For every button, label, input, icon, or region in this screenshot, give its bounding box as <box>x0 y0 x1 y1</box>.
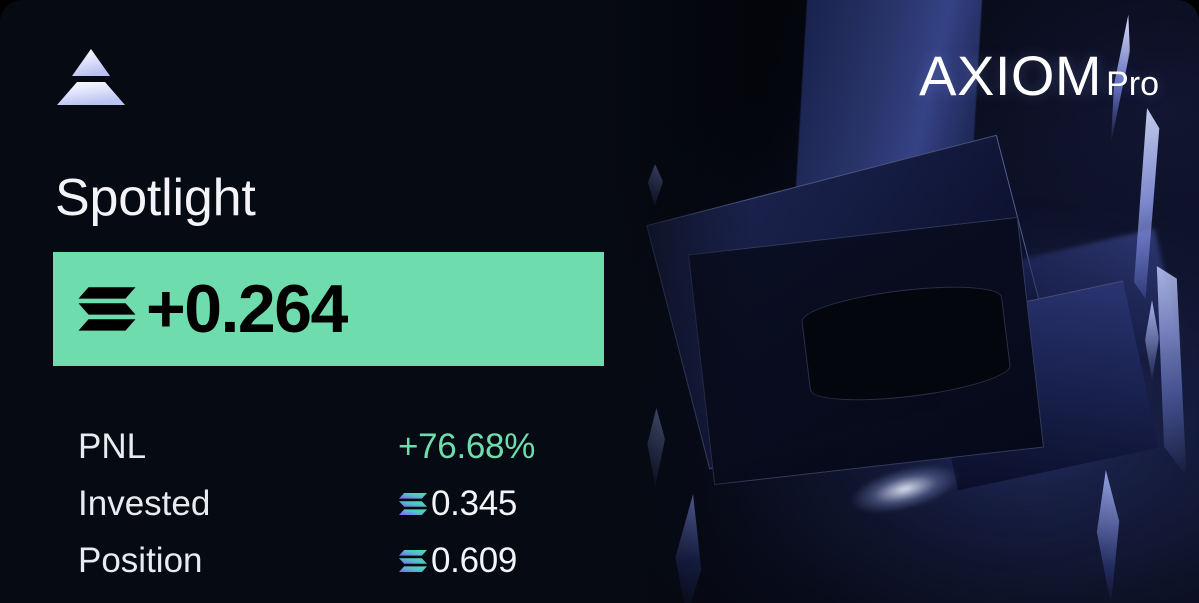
brand-tier: Pro <box>1106 65 1159 103</box>
stat-row-position: Position <box>78 532 578 589</box>
stat-row-pnl: PNL +76.68% <box>78 418 578 475</box>
axiom-pyramid-logo-icon <box>55 46 127 108</box>
stat-row-invested: Invested <box>78 475 578 532</box>
stat-value: 0.345 <box>431 484 518 523</box>
stats-list: PNL +76.68% Invested <box>78 418 578 589</box>
solana-icon <box>398 492 428 516</box>
highlight-value: +0.264 <box>146 271 348 347</box>
stat-value-group: 0.345 <box>398 486 517 521</box>
stat-value: +76.68% <box>398 427 536 466</box>
stat-label: Invested <box>78 484 211 523</box>
stat-value-group: +76.68% <box>398 429 535 464</box>
brand-name: AXIOM <box>919 44 1103 107</box>
stat-value: 0.609 <box>431 541 518 580</box>
stat-label: Position <box>78 541 203 580</box>
solana-icon <box>76 284 138 334</box>
brand-wordmark: AXIOM Pro <box>919 48 1159 104</box>
page-title: Spotlight <box>55 169 256 227</box>
highlight-banner: +0.264 <box>53 252 604 366</box>
stat-label: PNL <box>78 427 147 466</box>
solana-icon <box>398 549 428 573</box>
stat-value-group: 0.609 <box>398 543 517 578</box>
